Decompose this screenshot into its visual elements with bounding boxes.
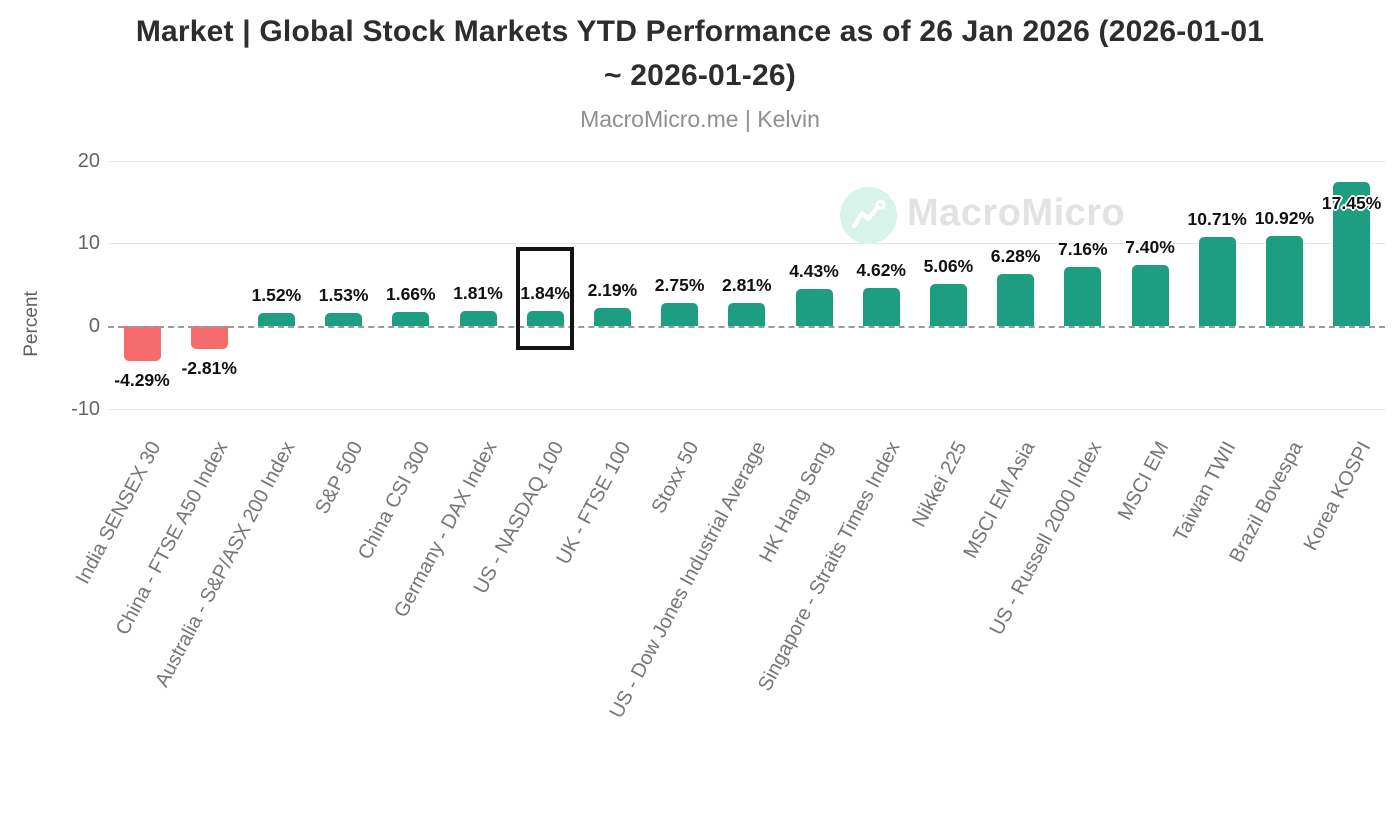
zero-gridline	[108, 326, 1385, 328]
chart-title-line1: Market | Global Stock Markets YTD Perfor…	[135, 15, 1265, 48]
bar-value-label: 10.92%	[1254, 207, 1315, 228]
gridline	[108, 160, 1385, 162]
bar-us-nasdaq-100[interactable]	[526, 310, 564, 326]
bar-value-label: 6.28%	[990, 246, 1041, 267]
bar-china-ftse-a50-index[interactable]	[190, 326, 228, 350]
bar-value-label: 1.66%	[385, 284, 436, 305]
chart-title: Market | Global Stock Markets YTD Perfor…	[0, 10, 1400, 98]
bar-china-csi-300[interactable]	[392, 312, 430, 326]
bar-value-label: 2.81%	[721, 274, 772, 295]
bar-value-label: 2.19%	[587, 279, 638, 300]
bar-australia-s-p-asx-200-index[interactable]	[257, 313, 295, 326]
bar-msci-em[interactable]	[1131, 264, 1169, 326]
y-tick-label: -10	[71, 397, 100, 420]
bar-singapore-straits-times-index[interactable]	[862, 287, 900, 326]
bar-us-russell-2000-index[interactable]	[1064, 266, 1102, 326]
bar-india-sensex-30[interactable]	[123, 326, 161, 362]
bar-hk-hang-seng[interactable]	[795, 289, 833, 326]
bar-germany-dax-index[interactable]	[459, 311, 497, 326]
chart-title-line2: ~ 2026-01-26)	[604, 59, 796, 92]
bar-value-label: 17.45%	[1321, 192, 1382, 213]
bar-brazil-bovespa[interactable]	[1265, 235, 1303, 326]
bar-value-label: -2.81%	[181, 358, 237, 379]
macromicro-logo-icon	[840, 187, 897, 244]
gridline	[108, 408, 1385, 410]
bar-nikkei-225[interactable]	[929, 284, 967, 326]
bar-stoxx-50[interactable]	[661, 303, 699, 326]
bar-value-label: 2.75%	[654, 275, 705, 296]
chart-subtitle: MacroMicro.me | Kelvin	[580, 106, 820, 132]
bar-value-label: 4.43%	[789, 261, 839, 282]
bar-value-label: 1.52%	[251, 285, 302, 306]
bar-value-label: 7.16%	[1057, 238, 1108, 259]
bar-s-p-500[interactable]	[325, 313, 363, 326]
bar-taiwan-twii[interactable]	[1198, 237, 1236, 326]
gridline	[108, 243, 1385, 245]
y-tick-label: 0	[88, 315, 100, 337]
bar-us-dow-jones-industrial-average[interactable]	[728, 302, 766, 326]
bar-value-label: 7.40%	[1125, 236, 1175, 257]
bar-value-label: 1.84%	[520, 282, 570, 303]
bar-uk-ftse-100[interactable]	[593, 307, 631, 326]
bar-korea-kospi[interactable]	[1333, 181, 1371, 326]
x-axis-label: India SENSEX 30	[71, 438, 166, 588]
chart-canvas: Market | Global Stock Markets YTD Perfor…	[0, 10, 1400, 722]
bar-value-label: 4.62%	[856, 259, 906, 280]
bar-value-label: 1.81%	[453, 283, 503, 304]
bar-value-label: 5.06%	[923, 256, 974, 277]
highlight-box	[516, 247, 575, 350]
y-tick-label: 10	[77, 232, 100, 255]
bar-value-label: 10.71%	[1187, 209, 1247, 230]
bar-msci-em-asia[interactable]	[997, 274, 1035, 326]
y-tick-label: 20	[77, 149, 100, 172]
bar-value-label: 1.53%	[318, 285, 369, 306]
watermark-text: MacroMicro	[907, 192, 1126, 234]
bar-value-label: -4.29%	[114, 370, 170, 391]
